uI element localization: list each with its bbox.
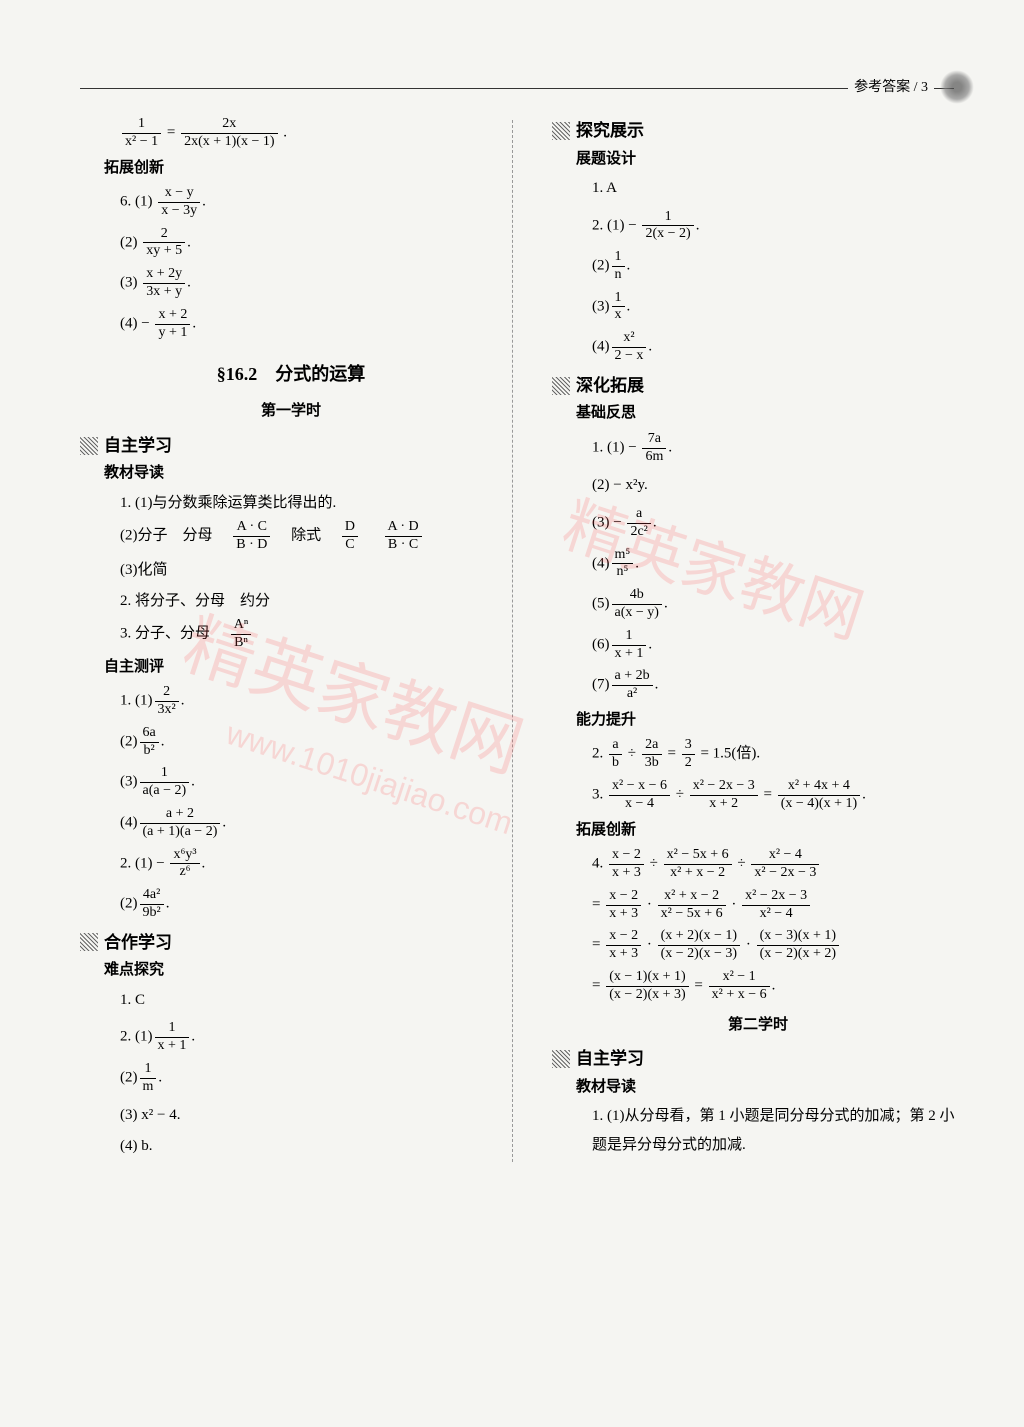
left-s1-i3: (3)化简 bbox=[120, 556, 502, 585]
page-number: 3 bbox=[921, 80, 928, 95]
right-A-1: 1. A bbox=[592, 174, 964, 203]
lesson2-title: 第二学时 bbox=[552, 1014, 964, 1037]
left-sec1-sub2: 自主测评 bbox=[104, 656, 502, 679]
right-column: 探究展示 展题设计 1. A 2. (1) − 12(x − 2). (2)1n… bbox=[522, 110, 964, 1162]
left-a1-3: (3)1a(a − 2). bbox=[120, 765, 502, 800]
column-divider bbox=[512, 120, 513, 1162]
page: 参考答案 / 3 1x² − 1 = 2x2x(x + 1)(x − 1) . … bbox=[0, 0, 1024, 1202]
header-label: 参考答案 / 3 bbox=[848, 76, 934, 96]
hatch-icon bbox=[552, 1050, 570, 1068]
right-B3-l1: 4. x − 2x + 3 ÷ x² − 5x + 6x² + x − 2 ÷ … bbox=[592, 847, 964, 882]
left-a1-2: (2)6ab². bbox=[120, 725, 502, 760]
left-sec1-title: 自主学习 bbox=[80, 433, 502, 459]
left-column: 1x² − 1 = 2x2x(x + 1)(x − 1) . 拓展创新 6. (… bbox=[80, 110, 522, 1162]
hatch-icon bbox=[80, 933, 98, 951]
left-s1-i2: (2)分子 分母 A · CB · D 除式 DC A · DB · C bbox=[120, 519, 502, 554]
header-section: 参考答案 / bbox=[854, 80, 917, 95]
right-secB-sub2: 能力提升 bbox=[576, 709, 964, 732]
left-sec2-sub: 难点探究 bbox=[104, 959, 502, 982]
corner-ink-icon bbox=[940, 70, 974, 104]
right-B1-5: (5)4ba(x − y). bbox=[592, 587, 964, 622]
left-a2-1: 2. (1) − x⁶y³z⁶. bbox=[120, 847, 502, 882]
right-A-2-1: 2. (1) − 12(x − 2). bbox=[592, 209, 964, 244]
chapter-title: §16.2 分式的运算 bbox=[80, 361, 502, 388]
right-A-2-3: (3)1x. bbox=[592, 290, 964, 325]
left-sec2-title: 合作学习 bbox=[80, 930, 502, 956]
left-a1-1: 1. (1)23x². bbox=[120, 684, 502, 719]
left-s2-i1: 1. C bbox=[120, 986, 502, 1015]
left-ext-title: 拓展创新 bbox=[104, 157, 502, 180]
right-secC-text: 1. (1)从分母看，第 1 小题是同分母分式的加减；第 2 小题是异分母分式的… bbox=[592, 1102, 964, 1159]
right-A-2-4: (4)x²2 − x. bbox=[592, 330, 964, 365]
right-B1-3: (3) − a2c². bbox=[592, 506, 964, 541]
right-B1-4: (4)m⁵n⁵. bbox=[592, 547, 964, 582]
left-s2-i2: 2. (1)1x + 1. bbox=[120, 1020, 502, 1055]
left-q6-3: (3) x + 2y3x + y. bbox=[120, 266, 502, 301]
left-q6-4: (4) − x + 2y + 1. bbox=[120, 307, 502, 342]
right-secC-sub: 教材导读 bbox=[576, 1076, 964, 1099]
left-s1-i4: 2. 将分子、分母 约分 bbox=[120, 587, 502, 616]
right-B3-l2: = x − 2x + 3 · x² + x − 2x² − 5x + 6 · x… bbox=[592, 888, 964, 923]
lesson1-title: 第一学时 bbox=[80, 400, 502, 423]
hatch-icon bbox=[552, 377, 570, 395]
left-s2-i3: (2)1m. bbox=[120, 1061, 502, 1096]
right-B1-6: (6)1x + 1. bbox=[592, 628, 964, 663]
hatch-icon bbox=[80, 437, 98, 455]
hatch-icon bbox=[552, 122, 570, 140]
right-secB-sub1: 基础反思 bbox=[576, 402, 964, 425]
right-secB-sub3: 拓展创新 bbox=[576, 819, 964, 842]
left-top-eq-1: 1x² − 1 = 2x2x(x + 1)(x − 1) . bbox=[120, 116, 502, 151]
right-secB-title: 深化拓展 bbox=[552, 373, 964, 399]
content-columns: 1x² − 1 = 2x2x(x + 1)(x − 1) . 拓展创新 6. (… bbox=[80, 110, 964, 1162]
left-s2-i5: (4) b. bbox=[120, 1132, 502, 1161]
left-s2-i4: (3) x² − 4. bbox=[120, 1101, 502, 1130]
right-B3-l3: = x − 2x + 3 · (x + 2)(x − 1)(x − 2)(x −… bbox=[592, 928, 964, 963]
right-B3-l4: = (x − 1)(x + 1)(x − 2)(x + 3) = x² − 1x… bbox=[592, 969, 964, 1004]
left-a1-4: (4)a + 2(a + 1)(a − 2). bbox=[120, 806, 502, 841]
right-A-2-2: (2)1n. bbox=[592, 249, 964, 284]
right-B2-3: 3. x² − x − 6x − 4 ÷ x² − 2x − 3x + 2 = … bbox=[592, 778, 964, 813]
left-q6-1: 6. (1) x − yx − 3y. bbox=[120, 185, 502, 220]
left-sec1-sub1: 教材导读 bbox=[104, 462, 502, 485]
header-rule bbox=[80, 88, 954, 89]
right-B1-1: 1. (1) − 7a6m. bbox=[592, 431, 964, 466]
right-secA-sub: 展题设计 bbox=[576, 148, 964, 171]
right-secA-title: 探究展示 bbox=[552, 118, 964, 144]
right-B1-2: (2) − x²y. bbox=[592, 471, 964, 500]
left-s1-i5: 3. 分子、分母 AⁿBⁿ bbox=[120, 617, 502, 652]
left-s1-i1: 1. (1)与分数乘除运算类比得出的. bbox=[120, 489, 502, 518]
right-B2-2: 2. ab ÷ 2a3b = 32 = 1.5(倍). bbox=[592, 737, 964, 772]
right-secC-title: 自主学习 bbox=[552, 1046, 964, 1072]
right-B1-7: (7)a + 2ba². bbox=[592, 668, 964, 703]
left-a2-2: (2)4a²9b². bbox=[120, 887, 502, 922]
left-q6-2: (2) 2xy + 5. bbox=[120, 226, 502, 261]
